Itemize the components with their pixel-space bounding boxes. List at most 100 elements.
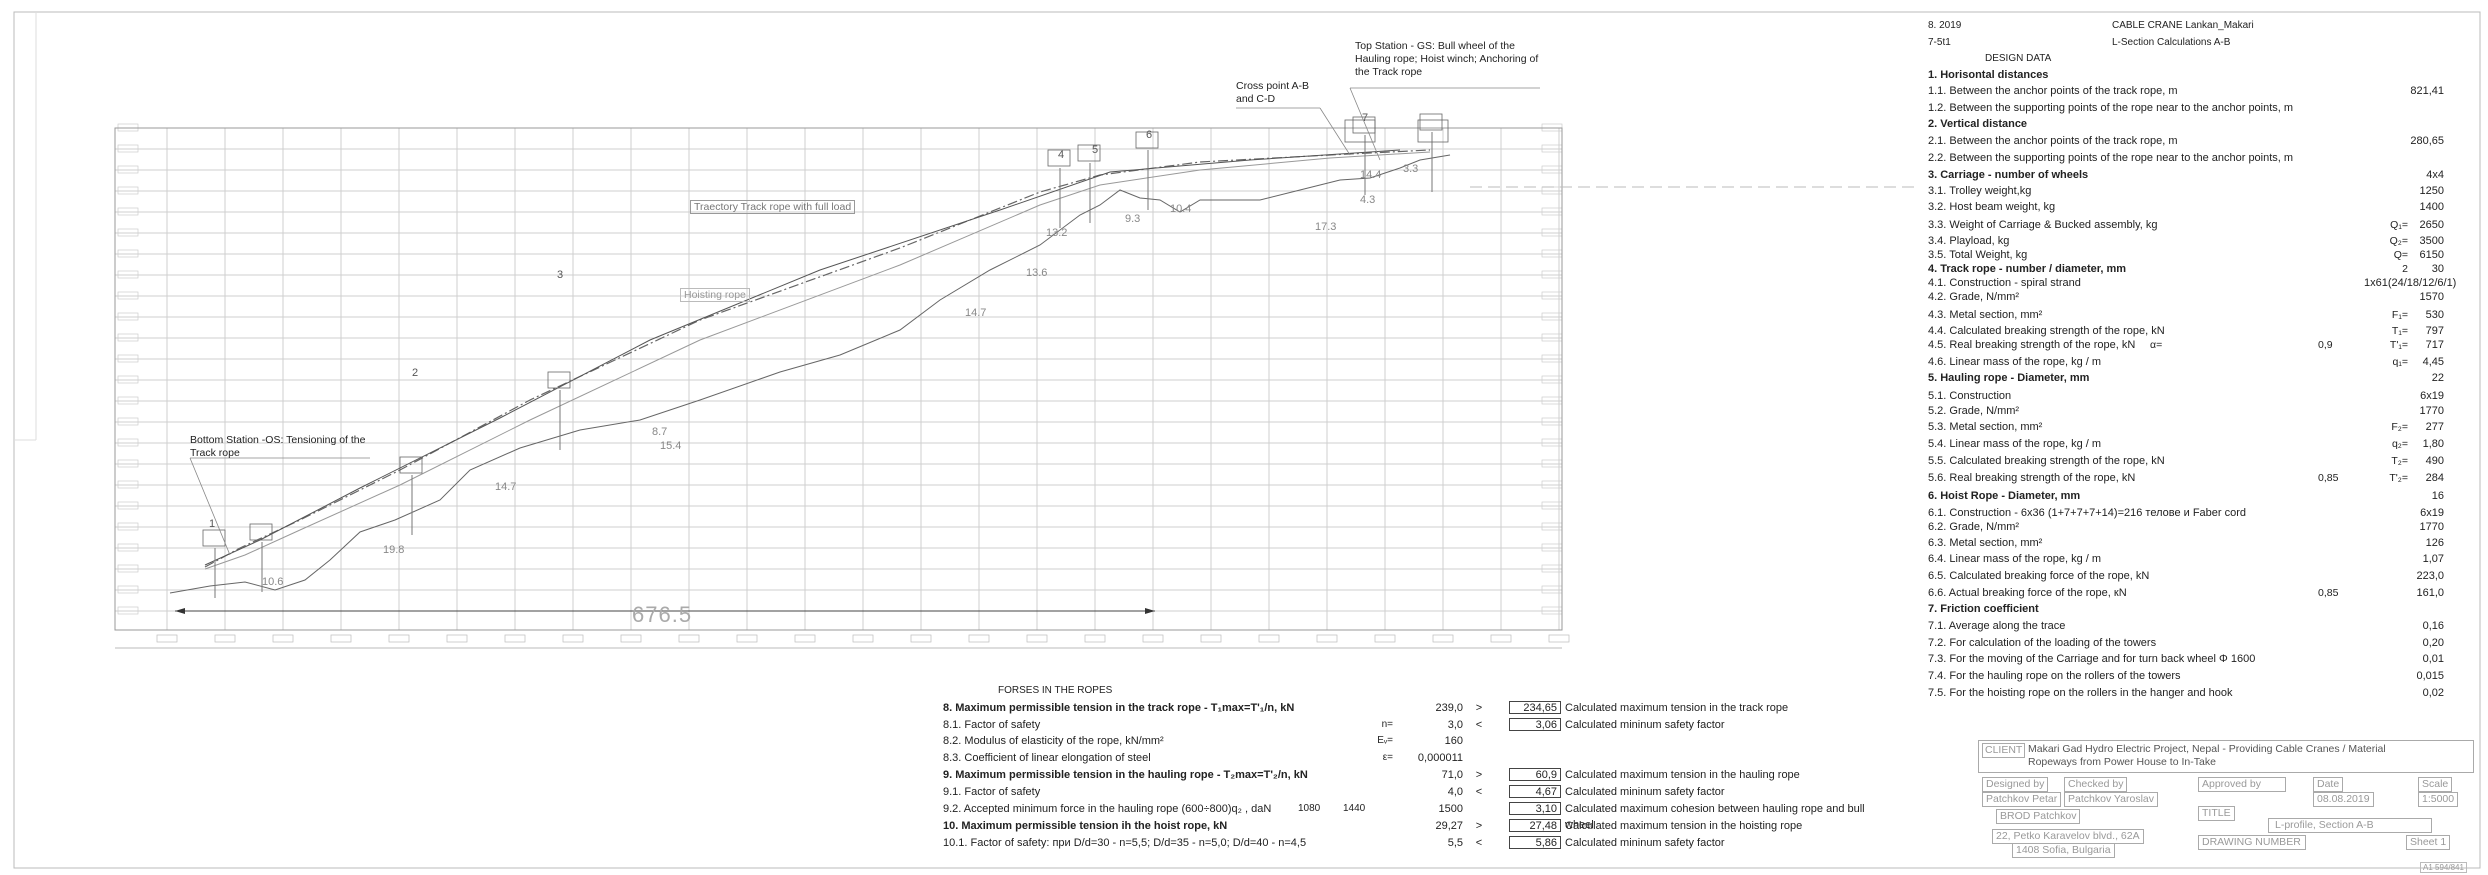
- design-data-row: 6.1. Construction - 6x36 (1+7+7+7+14)=21…: [1928, 506, 2444, 520]
- terrain-line: [169, 154, 1451, 594]
- force-description: Calculated maximum cohesion between haul…: [1565, 803, 1865, 831]
- force-label: 8. Maximum permissible tension in the tr…: [943, 702, 1295, 714]
- row-label: 7.4. For the hauling rope on the rollers…: [1928, 670, 2181, 682]
- row-symbol: T₂=: [2391, 455, 2408, 467]
- span-arrow-left: [175, 608, 185, 614]
- chainage-tag: [1490, 634, 1512, 643]
- elevation-tag: [117, 564, 139, 573]
- force-compare: >: [1475, 820, 1483, 832]
- company-name: BROD Patchkov: [1996, 809, 2081, 824]
- row-coefficient: 0,85: [2318, 587, 2339, 599]
- elevation-tag: [117, 396, 139, 405]
- elevation-tag: [117, 228, 139, 237]
- chainage-tag: [330, 634, 352, 643]
- scale-value: 1:5000: [2418, 792, 2459, 807]
- drawing-number-label: DRAWING NUMBER: [2198, 835, 2306, 850]
- force-label: 10. Maximum permissible tension ih the h…: [943, 820, 1228, 832]
- annotation-top-station: Top Station - GS: Bull wheel of the Haul…: [1355, 40, 1539, 78]
- row-symbol: Q₂=: [2389, 235, 2408, 247]
- elevation-tag: [117, 585, 139, 594]
- design-data-section: 1. Horisontal distances: [1928, 68, 2444, 82]
- design-data-section: 4. Track rope - number / diameter, mm 2 30: [1928, 262, 2444, 276]
- row-value: 280,65: [2410, 135, 2444, 147]
- elevation-tag: [117, 186, 139, 195]
- elevation-tag: [117, 312, 139, 321]
- row-label: 3.5. Total Weight, kg: [1928, 249, 2028, 261]
- chainage-tag: [736, 634, 758, 643]
- tower-label: 1: [209, 518, 215, 530]
- row-label: 7. Friction coefficient: [1928, 603, 2039, 615]
- sheet-label-text: Sheet: [2410, 836, 2438, 848]
- row-value: 284: [2425, 472, 2444, 484]
- row-label: 4.5. Real breaking strength of the rope,…: [1928, 339, 2136, 351]
- span-length-label: 676.5: [632, 602, 693, 627]
- design-data-section: 7. Friction coefficient: [1928, 602, 2444, 616]
- force-symbol: ε=: [1382, 752, 1393, 763]
- tower-symbol: [249, 523, 273, 541]
- date-label: Date: [2313, 777, 2344, 792]
- row-label: 6.5. Calculated breaking force of the ro…: [1928, 570, 2150, 582]
- design-data-row: 7.5. For the hoisting rope on the roller…: [1928, 686, 2444, 700]
- row-label: 6.6. Actual breaking force of the rope, …: [1928, 587, 2127, 599]
- row-alpha: α=: [2150, 339, 2163, 351]
- row-value: 1770: [2419, 405, 2444, 417]
- height-label: 14.7: [965, 307, 986, 319]
- design-data-row: 5.4. Linear mass of the rope, kg / m q₂= 1…: [1928, 437, 2444, 451]
- design-data-row: 3.4. Playload, kg Q₂= 3500: [1928, 234, 2444, 248]
- row-symbol: Q₁=: [2390, 219, 2408, 231]
- force-label: 9. Maximum permissible tension in the ha…: [943, 769, 1308, 781]
- row-value: 1570: [2419, 291, 2444, 303]
- tower-symbol: [1047, 149, 1071, 167]
- row-label: 6.4. Linear mass of the rope, kg / m: [1928, 553, 2102, 565]
- force-description: Calculated maximum tension in the track …: [1565, 702, 1789, 714]
- forces-row: 9.2. Accepted minimum force in the hauli…: [943, 801, 1883, 831]
- row-value: 1x61(24/18/12/6/1): [2364, 277, 2457, 289]
- row-symbol: 2: [2402, 263, 2408, 275]
- tower-label: 5: [1092, 144, 1098, 156]
- height-label: 15.4: [660, 440, 681, 452]
- height-label: 10.6: [262, 576, 283, 588]
- elevation-tag: [117, 291, 139, 300]
- hoisting-rope: [204, 151, 1431, 570]
- row-value: 1770: [2419, 521, 2444, 533]
- row-value: 3500: [2419, 235, 2444, 247]
- elevation-tag: [117, 270, 139, 279]
- approved-by-label: Approved by: [2198, 777, 2286, 792]
- force-label: 8.2. Modulus of elasticity of the rope, …: [943, 735, 1164, 747]
- row-label: 6.2. Grade, N/mm²: [1928, 521, 2020, 533]
- design-data-row: 6.2. Grade, N/mm² 1770: [1928, 520, 2444, 534]
- force-value: 71,0: [1441, 769, 1463, 781]
- chainage-tag: [1142, 634, 1164, 643]
- title-block: CLIENT Makari Gad Hydro Electric Project…: [1978, 740, 2474, 862]
- height-label: 14.4: [1360, 169, 1381, 181]
- height-label: 10.4: [1170, 203, 1191, 215]
- row-value: 0,01: [2422, 653, 2444, 665]
- design-data-section: 6. Hoist Rope - Diameter, mm 16: [1928, 489, 2444, 503]
- elevation-tag: [117, 501, 139, 510]
- design-data-section: 2. Vertical distance: [1928, 117, 2444, 131]
- design-data-row: 1.1. Between the anchor points of the tr…: [1928, 84, 2444, 98]
- row-value: 1250: [2419, 185, 2444, 197]
- height-label: 8.7: [652, 426, 667, 438]
- row-value: 22: [2431, 372, 2444, 384]
- height-label: 19.8: [383, 544, 404, 556]
- design-data-row: 5.5. Calculated breaking strength of the…: [1928, 454, 2444, 468]
- force-value: 29,27: [1435, 820, 1463, 832]
- row-label: 7.1. Average along the trace: [1928, 620, 2066, 632]
- row-label: 3.3. Weight of Carriage & Bucked assembl…: [1928, 219, 2158, 231]
- force-label: 10.1. Factor of safety: при D/d=30 - n=5…: [943, 837, 1307, 849]
- row-label: 4.6. Linear mass of the rope, kg / m: [1928, 356, 2102, 368]
- elevation-tag: [117, 480, 139, 489]
- force-label: 9.2. Accepted minimum force in the hauli…: [943, 803, 1272, 815]
- chainage-tag: [852, 634, 874, 643]
- chainage-tag: [910, 634, 932, 643]
- design-data-row: 7.3. For the moving of the Carriage and …: [1928, 652, 2444, 666]
- checked-by-label: Checked by: [2064, 777, 2128, 792]
- row-symbol: q₂=: [2391, 438, 2408, 450]
- row-symbol: T₁=: [2391, 325, 2408, 337]
- row-label: 4.1. Construction - spiral strand: [1928, 277, 2081, 289]
- force-label: 9.1. Factor of safety: [943, 786, 1041, 798]
- forces-row: 9.1. Factor of safety 4,0 <4,67 Calculated …: [943, 784, 1883, 800]
- row-symbol: q₁=: [2392, 356, 2408, 368]
- forces-title: FORSES IN THE ROPES: [998, 685, 1113, 696]
